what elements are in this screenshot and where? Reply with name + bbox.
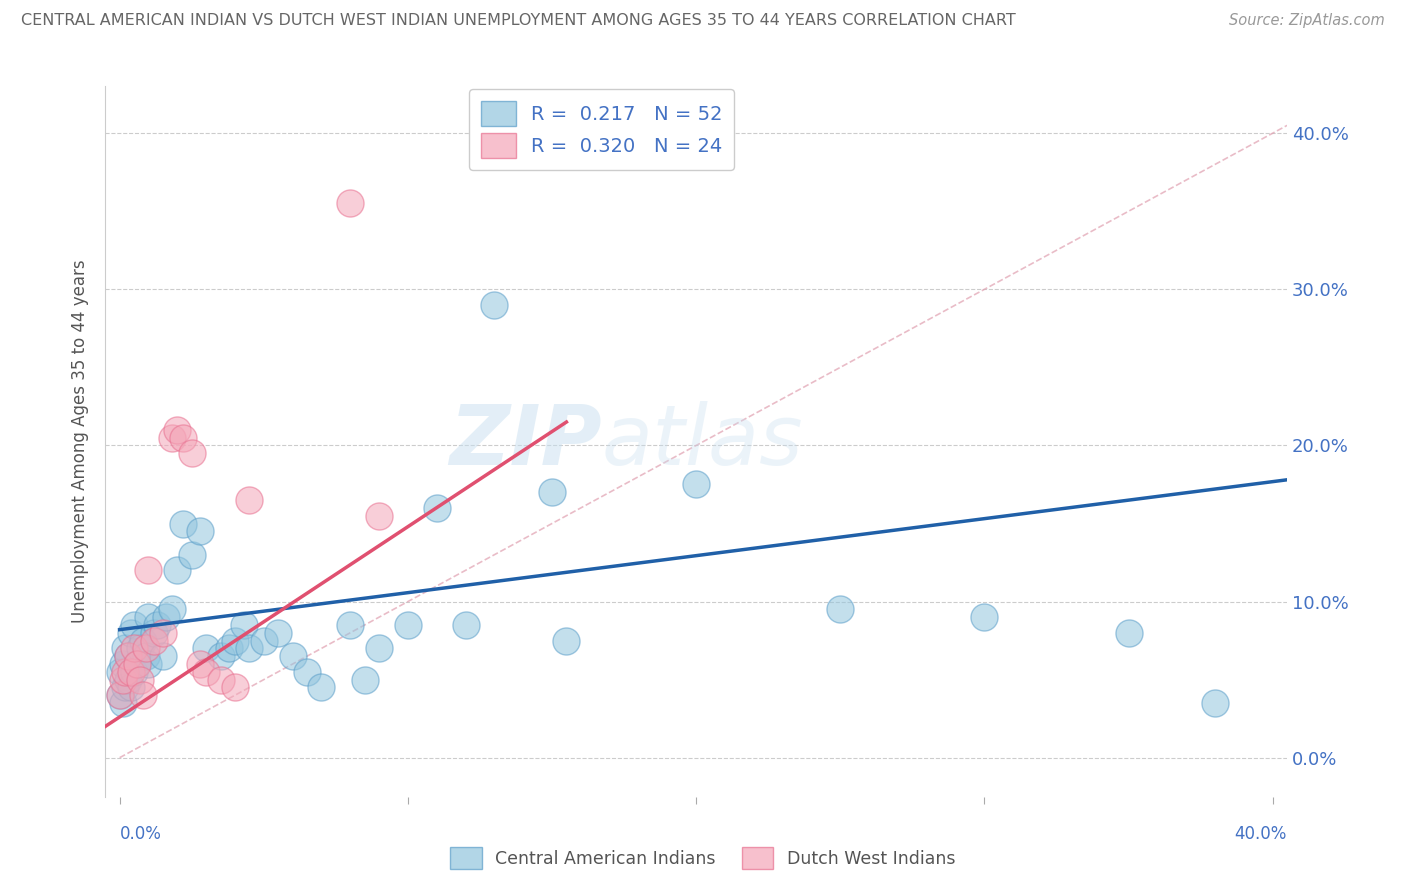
Legend: Central American Indians, Dutch West Indians: Central American Indians, Dutch West Ind… — [443, 840, 963, 876]
Point — [238, 493, 260, 508]
Text: Source: ZipAtlas.com: Source: ZipAtlas.com — [1229, 13, 1385, 29]
Point — [114, 681, 136, 695]
Point — [120, 681, 142, 695]
Point — [267, 625, 290, 640]
Point — [131, 633, 153, 648]
Point — [143, 625, 166, 640]
Point — [138, 610, 160, 624]
Point — [253, 633, 276, 648]
Point — [122, 618, 145, 632]
Point — [152, 625, 174, 640]
Point — [108, 688, 131, 702]
Point — [166, 563, 188, 577]
Text: CENTRAL AMERICAN INDIAN VS DUTCH WEST INDIAN UNEMPLOYMENT AMONG AGES 35 TO 44 YE: CENTRAL AMERICAN INDIAN VS DUTCH WEST IN… — [21, 13, 1017, 29]
Point — [830, 602, 852, 616]
Point — [160, 602, 183, 616]
Text: 0.0%: 0.0% — [120, 825, 162, 843]
Text: ZIP: ZIP — [449, 401, 602, 482]
Point — [138, 563, 160, 577]
Point — [172, 516, 194, 531]
Point — [146, 618, 169, 632]
Point — [122, 641, 145, 656]
Point — [135, 641, 157, 656]
Point — [555, 633, 578, 648]
Point — [209, 673, 232, 687]
Point — [396, 618, 419, 632]
Point — [122, 665, 145, 679]
Legend: R =  0.217   N = 52, R =  0.320   N = 24: R = 0.217 N = 52, R = 0.320 N = 24 — [470, 89, 734, 170]
Point — [180, 548, 202, 562]
Point — [117, 649, 139, 664]
Point — [368, 508, 391, 523]
Point — [143, 633, 166, 648]
Point — [195, 665, 218, 679]
Point — [454, 618, 477, 632]
Point — [281, 649, 304, 664]
Point — [1204, 696, 1226, 710]
Point — [114, 665, 136, 679]
Point — [128, 641, 150, 656]
Point — [108, 688, 131, 702]
Point — [111, 657, 134, 671]
Point — [188, 657, 211, 671]
Point — [238, 641, 260, 656]
Point — [311, 681, 333, 695]
Text: atlas: atlas — [602, 401, 803, 482]
Point — [368, 641, 391, 656]
Point — [155, 610, 177, 624]
Point — [541, 485, 564, 500]
Point — [353, 673, 375, 687]
Point — [135, 649, 157, 664]
Point — [125, 657, 148, 671]
Point — [209, 649, 232, 664]
Point — [111, 696, 134, 710]
Point — [180, 446, 202, 460]
Point — [295, 665, 318, 679]
Point — [339, 196, 361, 211]
Point — [120, 625, 142, 640]
Point — [188, 524, 211, 539]
Point — [152, 649, 174, 664]
Point — [108, 665, 131, 679]
Point — [218, 641, 240, 656]
Point — [120, 665, 142, 679]
Y-axis label: Unemployment Among Ages 35 to 44 years: Unemployment Among Ages 35 to 44 years — [72, 260, 89, 624]
Point — [195, 641, 218, 656]
Point — [111, 673, 134, 687]
Point — [117, 673, 139, 687]
Point — [484, 298, 506, 312]
Point — [1118, 625, 1140, 640]
Point — [172, 431, 194, 445]
Point — [131, 688, 153, 702]
Point — [973, 610, 995, 624]
Point — [166, 423, 188, 437]
Point — [232, 618, 254, 632]
Point — [224, 633, 246, 648]
Point — [339, 618, 361, 632]
Point — [125, 657, 148, 671]
Point — [117, 649, 139, 664]
Point — [426, 500, 449, 515]
Point — [114, 641, 136, 656]
Point — [685, 477, 707, 491]
Point — [160, 431, 183, 445]
Point — [128, 673, 150, 687]
Point — [138, 657, 160, 671]
Text: 40.0%: 40.0% — [1234, 825, 1286, 843]
Point — [224, 681, 246, 695]
